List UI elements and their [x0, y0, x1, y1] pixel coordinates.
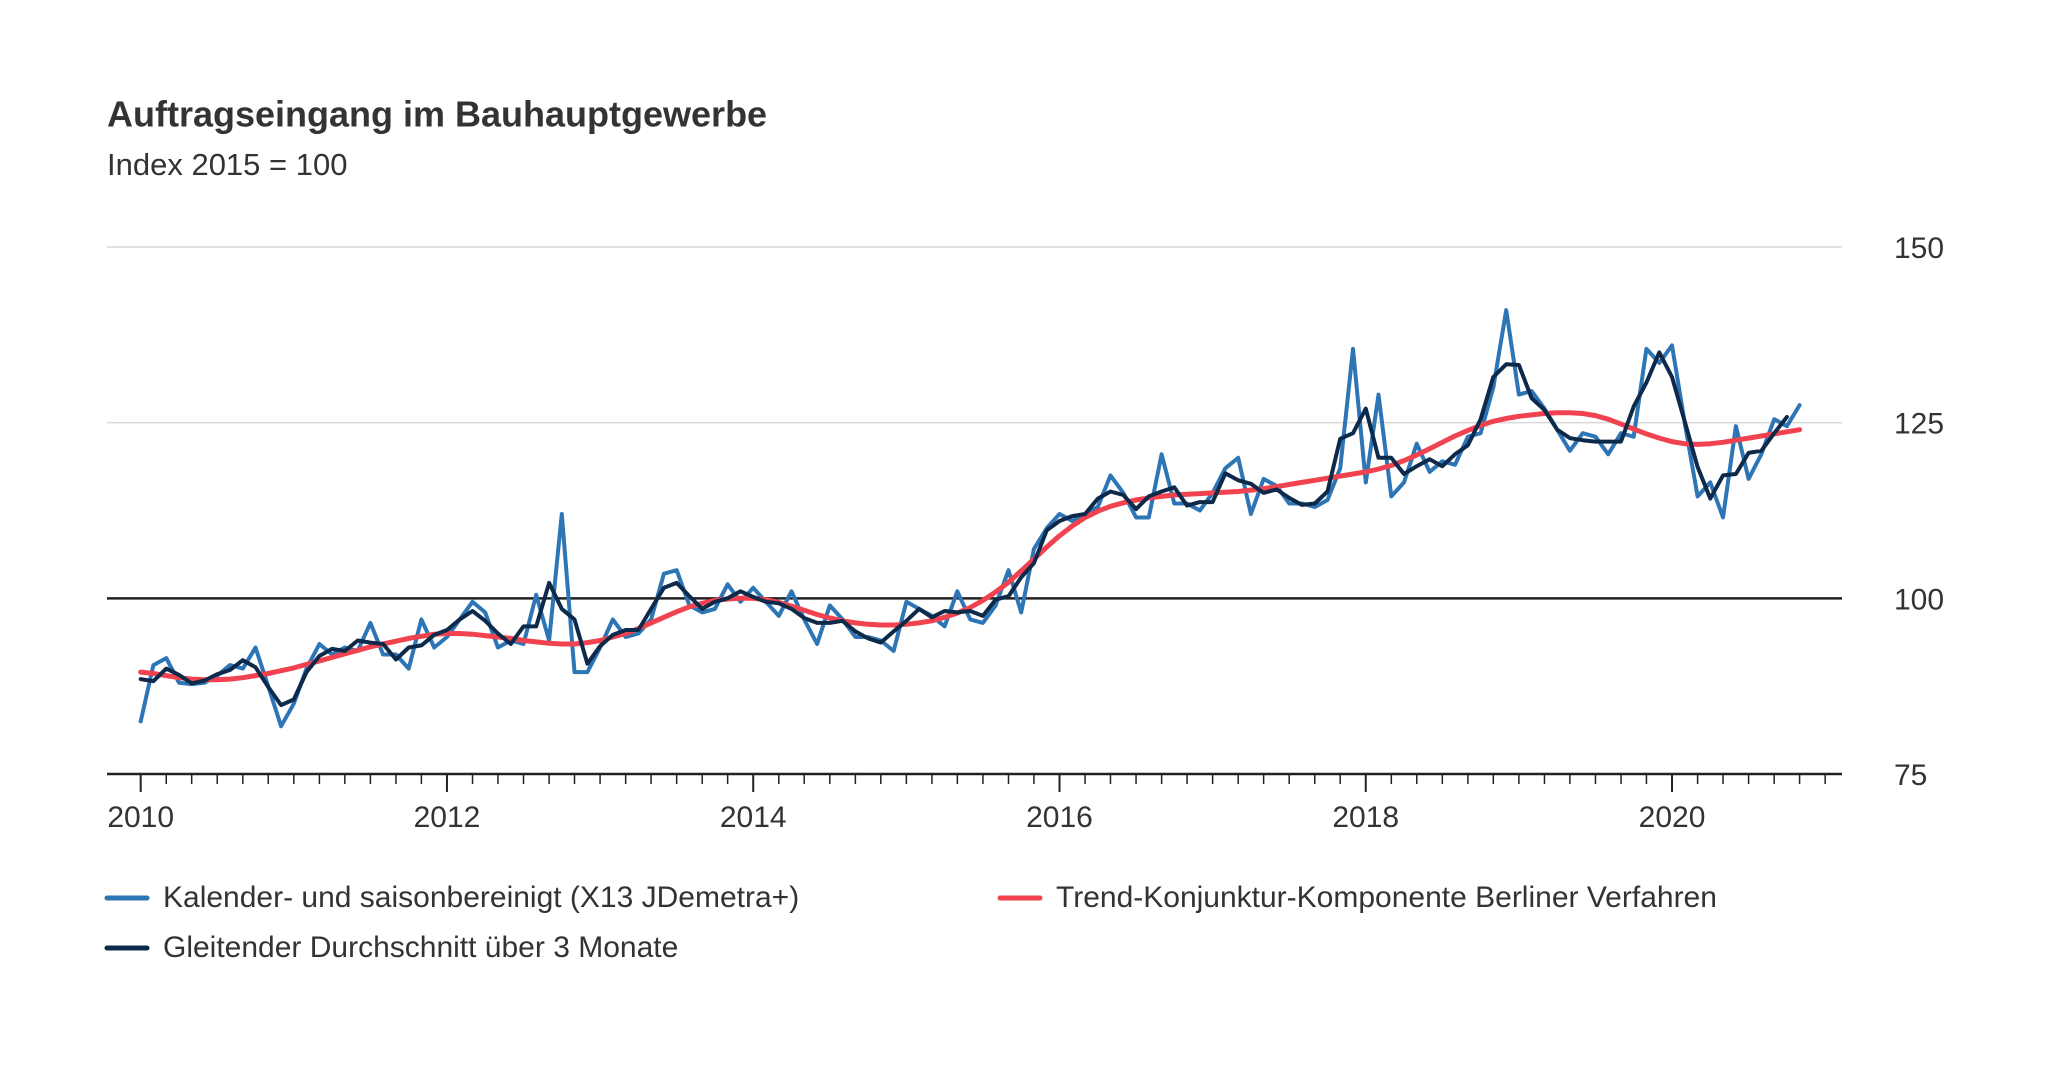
x-tick-label: 2012: [414, 801, 481, 834]
x-tick-label: 2020: [1639, 801, 1706, 834]
legend-label: Gleitender Durchschnitt über 3 Monate: [163, 931, 678, 964]
y-tick-label: 75: [1894, 759, 1927, 792]
y-tick-label: 125: [1894, 408, 1944, 441]
series-line: [138, 308, 1802, 729]
chart-subtitle: Index 2015 = 100: [107, 147, 347, 182]
x-tick-label: 2014: [720, 801, 787, 834]
chart-title: Auftragseingang im Bauhauptgewerbe: [107, 94, 767, 135]
x-tick-label: 2018: [1332, 801, 1399, 834]
legend-label: Trend-Konjunktur-Komponente Berliner Ver…: [1056, 881, 1717, 914]
x-tick-label: 2010: [107, 801, 174, 834]
y-tick-label: 150: [1894, 232, 1944, 265]
series-line: [138, 410, 1803, 683]
series-line: [138, 350, 1789, 708]
legend-label: Kalender- und saisonbereinigt (X13 JDeme…: [163, 881, 799, 914]
x-tick-label: 2016: [1026, 801, 1093, 834]
y-tick-label: 100: [1894, 583, 1944, 616]
